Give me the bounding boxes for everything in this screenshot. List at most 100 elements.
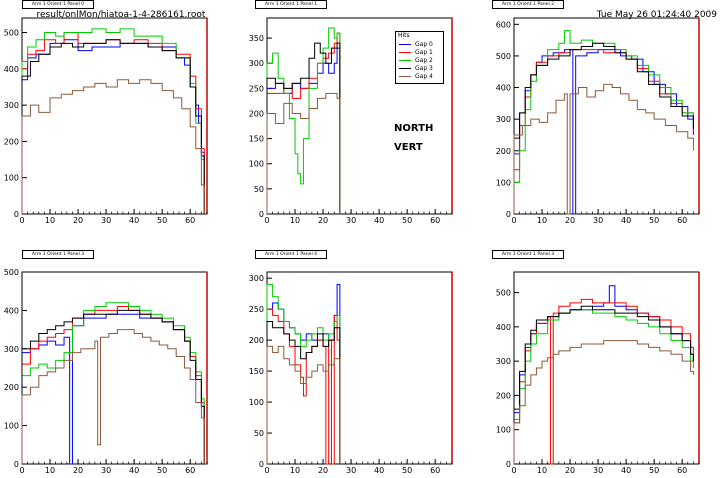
legend-label: Gap 1: [415, 48, 433, 56]
x-tick-label: 50: [157, 466, 167, 474]
panel-title: Arm 1 Orient 1 Panel 3: [22, 250, 94, 259]
series-gap-2: [21, 302, 205, 464]
legend-swatch: [399, 67, 411, 69]
y-tick-label: 350: [249, 34, 264, 43]
y-tick-label: 200: [496, 391, 511, 400]
legend-swatch: [399, 43, 411, 45]
legend-label: Gap 3: [415, 64, 433, 72]
legend-title: Hits: [398, 32, 410, 39]
panel-5: Arm 1 Orient 1 Panel 3 0 10 20 30 40 50 60 0 100…: [484, 250, 721, 475]
y-tick-label: 400: [496, 323, 511, 332]
x-tick-label: 60: [185, 216, 195, 225]
y-tick-label: 200: [249, 109, 264, 118]
series-gap-0: [513, 285, 694, 464]
legend-label: Gap 4: [415, 72, 433, 80]
annotation-vert: VERT: [394, 142, 423, 153]
legend-label: Gap 0: [415, 40, 433, 48]
x-tick-label: 30: [593, 216, 603, 225]
plot-frame: [513, 17, 700, 215]
series-gap-0: [21, 313, 205, 465]
panel-title: Arm 1 Orient 1 Panel 2: [492, 0, 564, 9]
series-gap-3: [266, 321, 341, 464]
x-tick-label: 20: [73, 216, 83, 225]
x-tick-label: 30: [101, 216, 111, 225]
x-tick-label: 30: [346, 466, 356, 474]
series-gap-1: [21, 32, 205, 214]
y-tick-label: 500: [496, 52, 511, 61]
y-tick-label: 200: [4, 383, 19, 392]
x-tick-label: 40: [129, 216, 139, 225]
y-tick-label: 0: [14, 460, 19, 469]
series-gap-4: [21, 329, 205, 464]
y-tick-label: 250: [249, 305, 264, 314]
x-tick-label: 50: [649, 466, 659, 474]
x-tick-label: 10: [45, 216, 55, 225]
panel-title: Arm 1 Orient 1 Panel 0: [22, 0, 94, 9]
y-tick-label: 500: [496, 289, 511, 298]
panel-0: Arm 1 Orient 1 Panel 0 0 10 20 30 40 50 60 0 100…: [0, 0, 242, 237]
x-tick-label: 30: [346, 216, 356, 225]
chart-svg: 0 10 20 30 40 50 60 0 50 100 150 200 250 300: [249, 271, 453, 475]
x-tick-label: 50: [402, 466, 412, 474]
y-tick-label: 150: [249, 135, 264, 144]
y-tick-label: 300: [249, 59, 264, 68]
x-tick-label: 40: [129, 466, 139, 474]
x-tick-label: 10: [290, 216, 300, 225]
series-gap-3: [21, 309, 205, 464]
x-tick-label: 40: [374, 466, 384, 474]
y-tick-label: 300: [4, 345, 19, 354]
x-tick-label: 20: [318, 216, 328, 225]
y-tick-label: 0: [506, 460, 511, 469]
x-tick-label: 0: [19, 466, 24, 474]
y-tick-label: 300: [496, 357, 511, 366]
y-tick-label: 400: [4, 306, 19, 315]
x-tick-label: 20: [318, 466, 328, 474]
y-tick-label: 50: [254, 429, 264, 438]
series-gap-3: [21, 39, 205, 214]
x-tick-label: 50: [402, 216, 412, 225]
y-tick-label: 100: [249, 160, 264, 169]
y-tick-label: 0: [506, 210, 511, 219]
y-tick-label: 100: [4, 422, 19, 431]
series-gap-3: [513, 305, 694, 464]
legend-entry: Gap 1: [396, 48, 443, 56]
x-tick-label: 10: [290, 466, 300, 474]
y-tick-label: 200: [4, 137, 19, 146]
legend-swatch: [399, 59, 411, 61]
timestamp: Tue May 26 01:24:40 2009: [596, 10, 717, 20]
x-tick-label: 60: [430, 216, 440, 225]
legend-entry: Gap 2: [396, 56, 443, 64]
x-tick-label: 0: [511, 466, 516, 474]
series-gap-4: [266, 345, 341, 464]
x-tick-label: 60: [677, 216, 687, 225]
x-tick-label: 0: [19, 216, 24, 225]
chart-svg: 0 10 20 30 40 50 60 0 100 200 300 400 500: [4, 17, 208, 225]
y-tick-label: 400: [496, 84, 511, 93]
chart-svg: 0 10 20 30 40 50 60 0 100 200 300 400 500: [496, 271, 700, 475]
panel-3: Arm 1 Orient 1 Panel 3 0 10 20 30 40 50 60 0 100…: [0, 250, 242, 475]
x-tick-label: 60: [430, 466, 440, 474]
x-tick-label: 0: [264, 466, 269, 474]
chart-svg: 0 10 20 30 40 50 60 0 50 100 150 200 250 300 350: [249, 17, 453, 225]
y-tick-label: 0: [14, 210, 19, 219]
x-tick-label: 20: [565, 216, 575, 225]
y-tick-label: 100: [496, 178, 511, 187]
y-tick-label: 500: [4, 268, 19, 277]
panel-4: Arm 1 Orient 1 Panel 4 0 10 20 30 40 50 60 0 50 1…: [242, 250, 484, 475]
series-gap-4: [513, 340, 694, 464]
legend: Hits Gap 0 Gap 1 Gap 2 Gap 3 Gap 4: [395, 31, 444, 84]
y-tick-label: 100: [496, 426, 511, 435]
x-tick-label: 60: [185, 466, 195, 474]
panel-title: Arm 1 Orient 1 Panel 4: [255, 250, 327, 259]
series-gap-3: [513, 42, 694, 214]
series-gap-4: [21, 79, 205, 214]
annotation-north: NORTH: [394, 123, 434, 134]
legend-entry: Gap 0: [396, 40, 443, 48]
y-tick-label: 400: [4, 65, 19, 74]
series-gap-2: [266, 27, 341, 214]
x-tick-label: 40: [374, 216, 384, 225]
x-tick-label: 40: [621, 216, 631, 225]
series-gap-2: [513, 30, 694, 214]
